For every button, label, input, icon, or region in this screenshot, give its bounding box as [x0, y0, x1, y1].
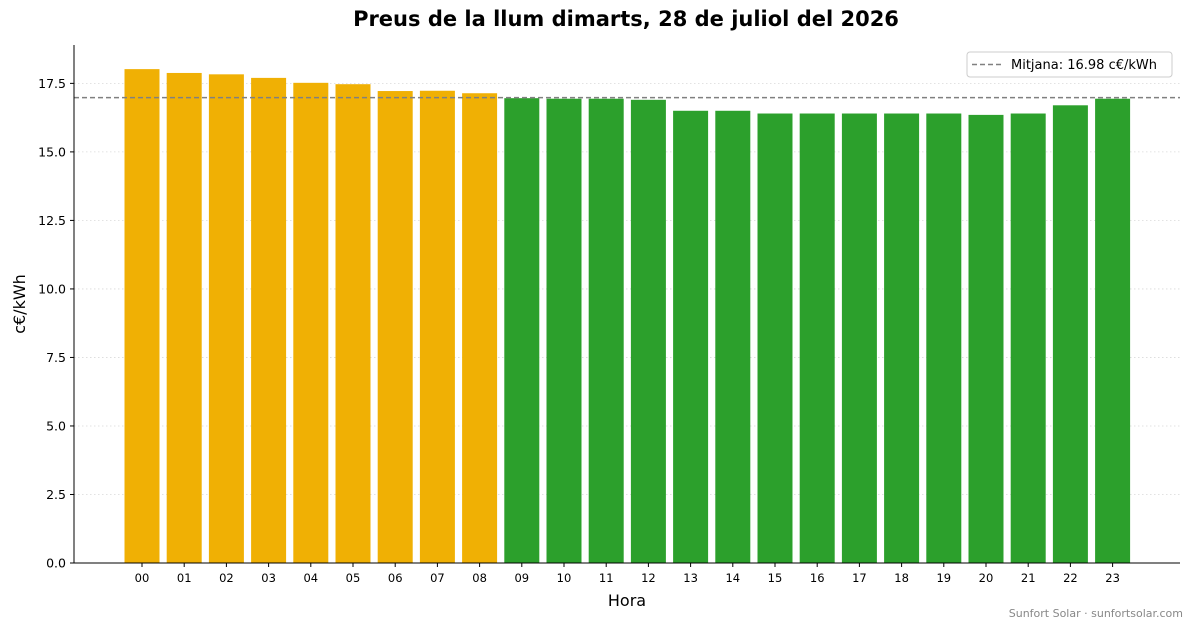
x-tick-label: 21 [1021, 571, 1036, 585]
y-axis-label: c€/kWh [10, 274, 29, 334]
x-tick-label: 05 [346, 571, 361, 585]
bar-hour-23 [1095, 98, 1131, 564]
footer-credit: Sunfort Solar · sunfortsolar.com [1009, 607, 1183, 620]
bar-hour-21 [1010, 113, 1046, 563]
bar-hour-00 [124, 69, 160, 563]
x-tick-label: 17 [852, 571, 867, 585]
chart-title: Preus de la llum dimarts, 28 de juliol d… [353, 7, 899, 31]
x-tick-label: 15 [768, 571, 783, 585]
y-tick-label: 2.5 [46, 487, 66, 502]
bar-hour-22 [1052, 105, 1088, 563]
bar-hour-04 [293, 82, 329, 564]
bar-hour-19 [926, 113, 962, 563]
bars-layer [124, 69, 1131, 564]
bar-hour-17 [841, 113, 877, 563]
bar-hour-15 [757, 113, 793, 563]
bar-hour-09 [504, 98, 540, 563]
x-tick-label: 10 [557, 571, 572, 585]
y-tick-label: 5.0 [46, 418, 66, 433]
x-tick-label: 00 [135, 571, 150, 585]
x-tick-label: 08 [472, 571, 487, 585]
x-tick-label: 07 [430, 571, 445, 585]
bar-hour-02 [208, 74, 244, 563]
x-tick-label: 09 [514, 571, 529, 585]
x-tick-label: 22 [1063, 571, 1078, 585]
bar-hour-20 [968, 114, 1004, 563]
bar-hour-13 [673, 110, 709, 564]
x-tick-label: 12 [641, 571, 656, 585]
x-tick-label: 14 [725, 571, 740, 585]
x-tick-label: 16 [810, 571, 825, 585]
y-ticks: 0.0 2.5 5.0 7.5 10.0 12.5 15.0 17.5 [38, 76, 74, 571]
bar-hour-12 [630, 99, 666, 563]
legend-box [966, 51, 1173, 78]
x-tick-label: 11 [599, 571, 614, 585]
axes-layer [73, 45, 1180, 564]
bar-hour-14 [715, 110, 751, 564]
bar-hour-07 [419, 90, 455, 563]
x-ticks: 00 01 02 03 04 05 06 07 08 09 10 11 12 13 14 15 16 17 18 19… [135, 563, 1120, 585]
bar-hour-10 [546, 98, 582, 564]
x-tick-label: 06 [388, 571, 403, 585]
bar-hour-05 [335, 84, 371, 563]
x-tick-label: 01 [177, 571, 192, 585]
x-tick-label: 18 [894, 571, 909, 585]
bar-hour-16 [799, 113, 835, 563]
x-tick-label: 04 [303, 571, 318, 585]
x-tick-label: 03 [261, 571, 276, 585]
bar-hour-11 [588, 98, 624, 564]
legend: Mitjana: 16.98 c€/kWh [966, 51, 1173, 78]
bar-hour-08 [462, 93, 498, 564]
y-tick-label: 17.5 [38, 76, 66, 91]
y-tick-label: 15.0 [38, 144, 66, 159]
bar-hour-01 [166, 72, 202, 563]
x-tick-label: 20 [979, 571, 994, 585]
bar-hour-18 [884, 113, 920, 563]
bar-hour-03 [251, 77, 287, 563]
y-tick-label: 0.0 [46, 556, 66, 571]
legend-label: Mitjana: 16.98 c€/kWh [1011, 58, 1157, 73]
y-tick-label: 7.5 [46, 350, 66, 365]
x-tick-label: 23 [1105, 571, 1120, 585]
y-tick-label: 10.0 [38, 281, 66, 296]
x-tick-label: 02 [219, 571, 234, 585]
x-axis-label: Hora [608, 591, 646, 610]
x-tick-label: 13 [683, 571, 698, 585]
y-tick-label: 12.5 [38, 213, 66, 228]
bar-hour-06 [377, 91, 413, 564]
x-tick-label: 19 [936, 571, 951, 585]
